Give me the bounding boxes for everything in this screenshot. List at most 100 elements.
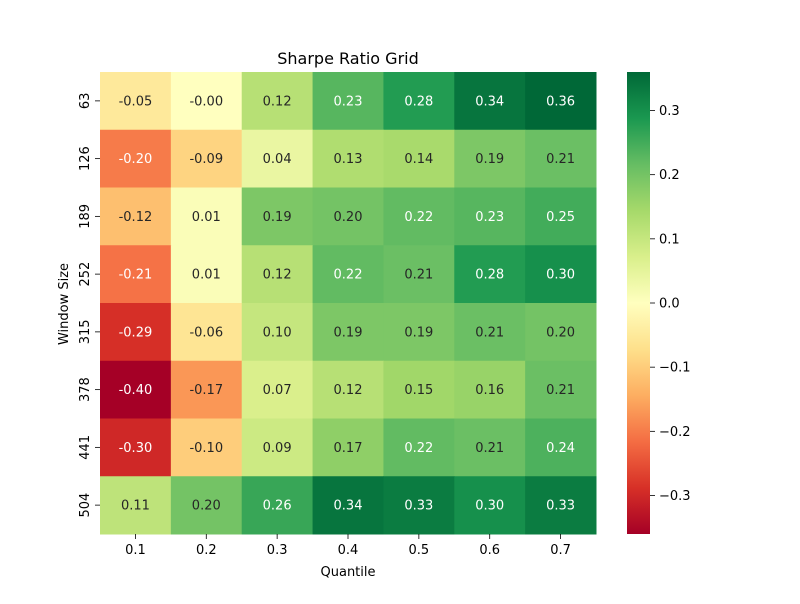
heatmap-cell xyxy=(525,476,597,535)
cell-value-label: -0.30 xyxy=(119,441,153,456)
cell-value-label: 0.01 xyxy=(192,268,221,283)
heatmap-cell xyxy=(100,476,172,535)
cell-value-label: 0.21 xyxy=(546,383,575,398)
heatmap-cell xyxy=(170,303,243,362)
cell-value-label: 0.36 xyxy=(546,94,575,109)
cell-value-label: 0.15 xyxy=(404,383,433,398)
cell-value-label: 0.21 xyxy=(404,268,433,283)
heatmap-cell xyxy=(100,129,172,188)
heatmap-cell xyxy=(312,72,384,131)
cell-value-label: 0.16 xyxy=(475,383,504,398)
x-tick-label: 0.6 xyxy=(479,543,500,558)
cell-value-label: -0.17 xyxy=(189,383,223,398)
cell-value-label: -0.09 xyxy=(189,152,223,167)
cell-value-label: 0.22 xyxy=(334,268,363,283)
heatmap-cell xyxy=(525,187,597,246)
colorbar-tick-label: 0.1 xyxy=(659,232,680,247)
heatmap-cell xyxy=(241,476,314,535)
heatmap-cell xyxy=(525,418,597,477)
heatmap-cell xyxy=(312,418,384,477)
x-tick-label: 0.3 xyxy=(267,543,288,558)
cell-value-label: 0.19 xyxy=(475,152,504,167)
heatmap-cell xyxy=(454,418,526,477)
cell-value-label: 0.21 xyxy=(475,325,504,340)
heatmap-cell xyxy=(241,72,314,131)
cell-value-label: 0.30 xyxy=(546,268,575,283)
cell-value-label: 0.20 xyxy=(546,325,575,340)
colorbar-tick-label: 0.2 xyxy=(659,168,680,183)
heatmap-cell xyxy=(170,360,243,419)
heatmap-cell xyxy=(454,129,526,188)
heatmap-cell xyxy=(383,418,455,477)
heatmap-cell xyxy=(100,303,172,362)
cell-value-label: 0.20 xyxy=(192,499,221,514)
heatmap-cell xyxy=(525,72,597,131)
colorbar-tick-label: 0.3 xyxy=(659,104,680,119)
cell-value-label: 0.01 xyxy=(192,210,221,225)
heatmap-cell xyxy=(100,418,172,477)
heatmap-cell xyxy=(170,187,243,246)
cell-value-label: -0.21 xyxy=(119,268,153,283)
y-tick-label: 63 xyxy=(78,93,93,110)
heatmap-cell xyxy=(100,360,172,419)
heatmap-cell xyxy=(383,187,455,246)
cell-value-label: 0.23 xyxy=(334,94,363,109)
cell-value-label: 0.34 xyxy=(475,94,504,109)
cell-value-label: 0.33 xyxy=(404,499,433,514)
heatmap-cell xyxy=(170,72,243,131)
heatmap-cell xyxy=(383,360,455,419)
heatmap-cell xyxy=(241,187,314,246)
cell-value-label: -0.05 xyxy=(119,94,153,109)
colorbar-tick-label: 0.0 xyxy=(659,297,680,312)
cell-value-label: 0.04 xyxy=(263,152,292,167)
cell-value-label: 0.09 xyxy=(263,441,292,456)
cell-value-label: 0.23 xyxy=(475,210,504,225)
heatmap-cell xyxy=(383,476,455,535)
cell-value-label: -0.12 xyxy=(119,210,153,225)
cell-value-label: 0.19 xyxy=(334,325,363,340)
heatmap-cell xyxy=(241,360,314,419)
cell-value-label: 0.12 xyxy=(263,94,292,109)
heatmap-cell xyxy=(170,476,243,535)
y-tick-label: 315 xyxy=(78,319,93,344)
cell-value-label: 0.22 xyxy=(404,210,433,225)
heatmap-cell xyxy=(383,129,455,188)
heatmap-cell xyxy=(100,187,172,246)
heatmap-cell xyxy=(312,129,384,188)
cell-value-label: 0.22 xyxy=(404,441,433,456)
cell-value-label: 0.33 xyxy=(546,499,575,514)
heatmap-cell xyxy=(170,418,243,477)
cell-value-label: -0.10 xyxy=(189,441,223,456)
heatmap-cell xyxy=(170,129,243,188)
x-tick-label: 0.2 xyxy=(196,543,217,558)
heatmap-cell xyxy=(312,476,384,535)
y-tick-label: 126 xyxy=(78,146,93,171)
cell-value-label: 0.30 xyxy=(475,499,504,514)
heatmap-cell xyxy=(100,245,172,304)
x-tick-label: 0.4 xyxy=(338,543,359,558)
cell-value-label: 0.12 xyxy=(263,268,292,283)
cell-value-label: 0.10 xyxy=(263,325,292,340)
heatmap-cell xyxy=(454,360,526,419)
heatmap-cell xyxy=(170,245,243,304)
cell-value-label: 0.17 xyxy=(334,441,363,456)
heatmap-cell xyxy=(241,303,314,362)
colorbar-tick-label: −0.3 xyxy=(659,489,691,504)
cell-value-label: 0.14 xyxy=(404,152,433,167)
heatmap-cell xyxy=(525,303,597,362)
heatmap-cell xyxy=(383,303,455,362)
heatmap-cell xyxy=(383,72,455,131)
heatmap-cell xyxy=(454,245,526,304)
heatmap-cell xyxy=(312,360,384,419)
heatmap-cell xyxy=(241,418,314,477)
heatmap-cell xyxy=(100,72,172,131)
x-axis-label: Quantile xyxy=(321,565,376,580)
x-tick-label: 0.7 xyxy=(550,543,571,558)
cell-value-label: 0.21 xyxy=(546,152,575,167)
colorbar-gradient xyxy=(627,72,650,534)
heatmap-cell xyxy=(383,245,455,304)
colorbar-tick-label: −0.1 xyxy=(659,361,691,376)
heatmap-cell xyxy=(525,129,597,188)
colorbar: 0.3 0.2 0.1 0.0 −0.1 −0.2 −0.3 xyxy=(627,72,691,534)
